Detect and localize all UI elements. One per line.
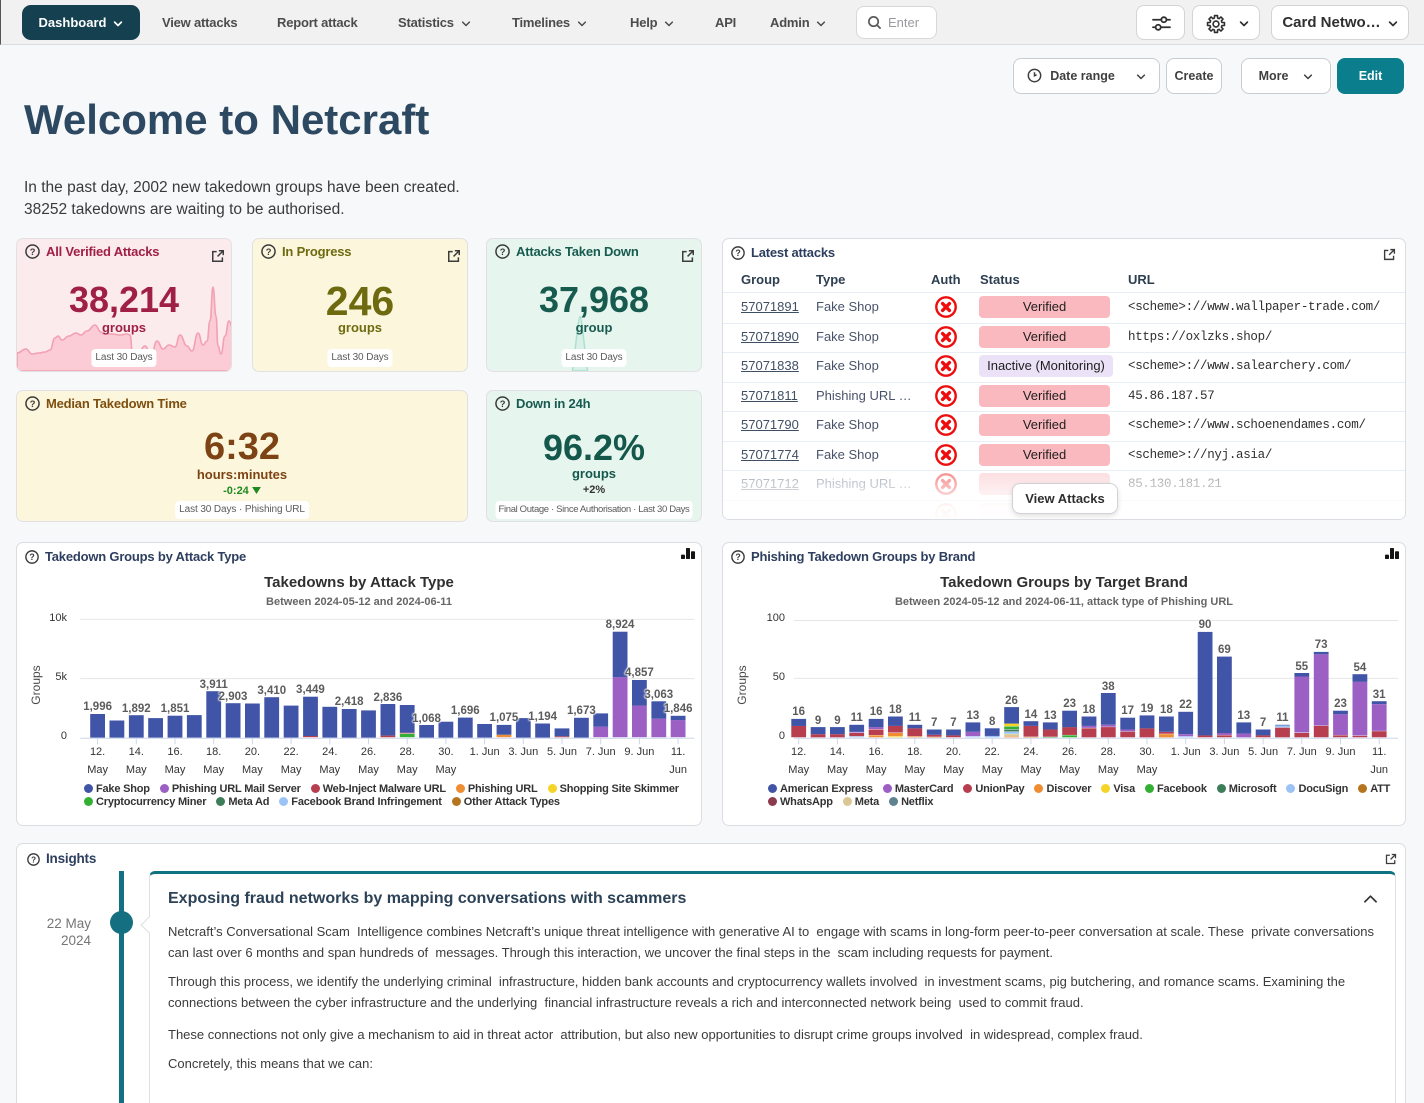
svg-text:?: ? (735, 248, 740, 258)
svg-text:?: ? (30, 399, 36, 409)
svg-text:?: ? (30, 247, 36, 257)
svg-text:?: ? (500, 247, 506, 257)
svg-text:?: ? (500, 399, 506, 409)
svg-text:?: ? (31, 855, 36, 864)
svg-text:?: ? (266, 247, 272, 257)
